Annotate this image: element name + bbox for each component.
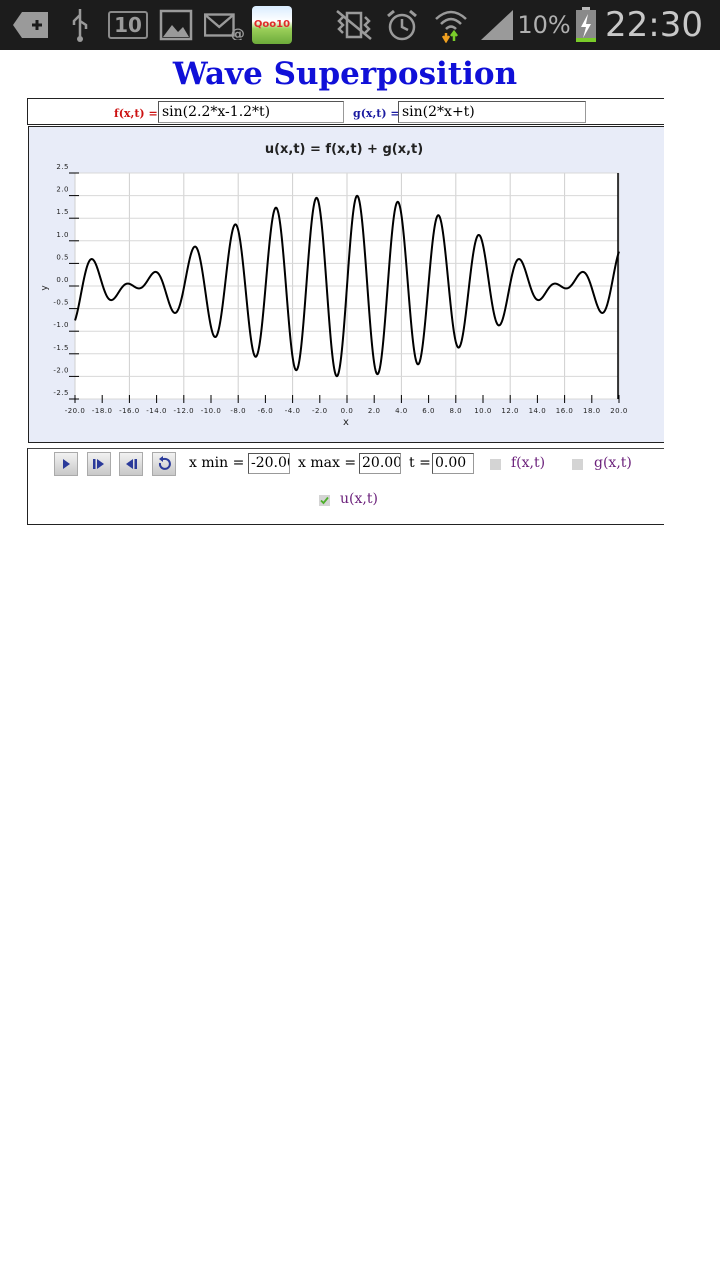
page-title: Wave Superposition <box>172 56 518 92</box>
x-tick-label: 14.0 <box>529 407 547 415</box>
f-function-label: f(x,t) = <box>114 107 158 120</box>
u-series-line <box>74 194 620 378</box>
x-tick-label: -4.0 <box>285 407 301 415</box>
show-g-label: g(x,t) <box>594 455 632 471</box>
y-tick-label: -2.0 <box>53 366 69 374</box>
controls-panel: x min = -20.00 x max = 20.00 t = 0.00 f(… <box>27 448 664 525</box>
battery-charging-icon <box>572 0 600 50</box>
y-tick-label: -1.5 <box>53 344 69 352</box>
x-tick-label: -6.0 <box>258 407 274 415</box>
add-icon <box>12 0 52 50</box>
x-tick-label: -16.0 <box>119 407 140 415</box>
x-tick-label: 8.0 <box>449 407 462 415</box>
step-forward-icon <box>93 459 104 469</box>
y-tick-label: -0.5 <box>53 299 69 307</box>
reset-button[interactable] <box>152 452 176 476</box>
notification-count-badge: 10 <box>106 0 150 50</box>
x-tick-label: -12.0 <box>173 407 194 415</box>
xmax-label: x max = <box>298 455 357 471</box>
y-tick-label: 0.5 <box>56 253 69 261</box>
y-axis-label: y <box>40 285 50 291</box>
play-icon <box>63 459 70 469</box>
chart-title: u(x,t) = f(x,t) + g(x,t) <box>265 142 423 157</box>
play-button[interactable] <box>54 452 78 476</box>
y-tick-label: -1.0 <box>53 321 69 329</box>
y-tick-label: -2.5 <box>53 389 69 397</box>
show-f-label: f(x,t) <box>511 455 546 471</box>
show-u-label: u(x,t) <box>340 491 378 507</box>
show-g-checkbox[interactable] <box>572 459 583 470</box>
axis-ticks: 2.5 2.0 1.5 1.0 0.5 0.0 -0.5 -1.0 -1.5 -2.0 -2.5 -2… <box>53 163 627 415</box>
show-f-checkbox[interactable] <box>490 459 501 470</box>
x-axis-label: x <box>343 417 349 428</box>
x-tick-label: -8.0 <box>230 407 246 415</box>
x-tick-label: 10.0 <box>474 407 492 415</box>
x-tick-label: 18.0 <box>583 407 601 415</box>
x-tick-label: 6.0 <box>422 407 435 415</box>
show-u-checkbox[interactable] <box>319 495 330 506</box>
gallery-icon <box>158 0 194 50</box>
battery-percent: 10% <box>517 11 571 39</box>
y-tick-label: 0.0 <box>56 276 69 284</box>
qoo10-app-icon: Qoo10 <box>252 0 292 50</box>
x-tick-label: -10.0 <box>201 407 222 415</box>
x-tick-label: 4.0 <box>395 407 408 415</box>
x-tick-label: -18.0 <box>92 407 113 415</box>
x-tick-label: 16.0 <box>556 407 574 415</box>
f-function-input[interactable]: sin(2.2*x-1.2*t) <box>158 101 344 123</box>
plot-panel: u(x,t) = f(x,t) + g(x,t) 2.5 2.0 1.5 1.0 0.5… <box>28 126 664 443</box>
svg-text:@: @ <box>231 26 244 40</box>
signal-icon <box>478 0 516 50</box>
y-tick-label: 1.0 <box>56 231 69 239</box>
xmax-input[interactable]: 20.00 <box>359 453 401 474</box>
x-tick-label: -14.0 <box>146 407 167 415</box>
status-bar: 10 @ Qoo10 10% 22:30 <box>0 0 720 50</box>
x-tick-label: 2.0 <box>368 407 381 415</box>
t-input[interactable]: 0.00 <box>432 453 474 474</box>
t-label: t = <box>409 455 431 471</box>
x-tick-label: 0.0 <box>341 407 354 415</box>
wifi-icon <box>432 0 470 50</box>
x-tick-label: 20.0 <box>610 407 628 415</box>
wave-chart: u(x,t) = f(x,t) + g(x,t) 2.5 2.0 1.5 1.0 0.5… <box>40 142 627 428</box>
step-back-icon <box>126 459 137 469</box>
step-forward-button[interactable] <box>87 452 111 476</box>
email-icon: @ <box>204 0 244 50</box>
xmin-label: x min = <box>189 455 245 471</box>
g-function-input[interactable]: sin(2*x+t) <box>398 101 586 123</box>
xmin-input[interactable]: -20.00 <box>248 453 290 474</box>
y-tick-label: 2.0 <box>56 186 69 194</box>
usb-icon <box>64 0 96 50</box>
clock: 22:30 <box>605 5 703 45</box>
reset-icon <box>158 456 171 470</box>
g-function-label: g(x,t) = <box>353 107 400 120</box>
checkmark-icon <box>320 496 329 505</box>
alarm-icon <box>384 0 420 50</box>
function-input-row: f(x,t) = sin(2.2*x-1.2*t) g(x,t) = sin(2… <box>27 98 664 125</box>
x-tick-label: -2.0 <box>312 407 328 415</box>
y-tick-label: 2.5 <box>56 163 69 171</box>
x-tick-label: -20.0 <box>65 407 86 415</box>
vibrate-icon <box>334 0 374 50</box>
step-back-button[interactable] <box>119 452 143 476</box>
y-tick-label: 1.5 <box>56 208 69 216</box>
x-tick-label: 12.0 <box>501 407 519 415</box>
